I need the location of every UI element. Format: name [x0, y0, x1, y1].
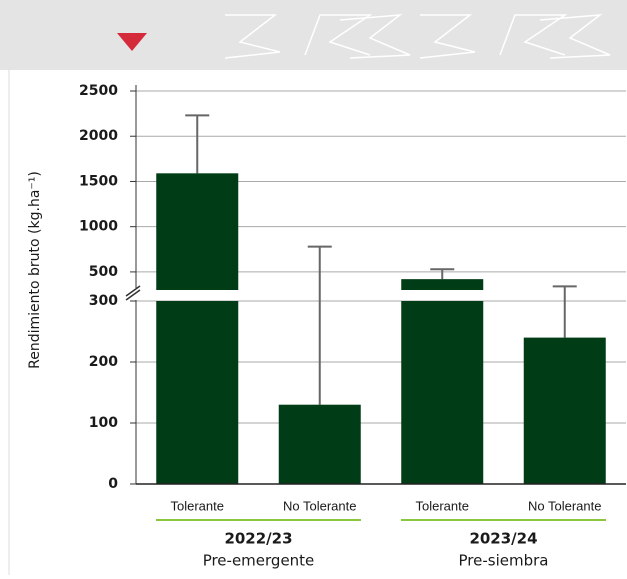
y-tick-label: 2000: [79, 128, 118, 144]
group-label: 2023/24: [469, 530, 537, 548]
y-tick-label: 100: [89, 415, 118, 431]
bar: [401, 301, 484, 484]
group-sublabel: Pre-emergente: [203, 552, 315, 570]
y-tick-label: 0: [108, 476, 118, 492]
bar-upper: [401, 279, 484, 290]
y-tick-label: 1000: [79, 219, 118, 235]
header-band: [0, 0, 627, 70]
x-tick-label: Tolerante: [171, 498, 224, 513]
y-tick-label: 1500: [79, 173, 118, 189]
axis-break: [125, 285, 141, 297]
x-tick-label: No Tolerante: [528, 498, 601, 513]
bar: [156, 301, 239, 484]
axis-break: [125, 289, 141, 301]
x-tick-label: No Tolerante: [283, 498, 356, 513]
y-tick-label: 300: [89, 293, 118, 309]
x-tick-label: Tolerante: [416, 498, 469, 513]
group-sublabel: Pre-siembra: [459, 552, 549, 570]
y-tick-label: 500: [89, 264, 118, 280]
red-marker: [117, 33, 147, 51]
bar: [523, 337, 606, 484]
header-decoration: [224, 14, 611, 59]
y-axis-label: Rendimiento bruto (kg.ha⁻¹): [27, 171, 43, 369]
bar-upper: [156, 173, 239, 290]
bar: [278, 404, 361, 484]
y-tick-label: 200: [89, 354, 118, 370]
y-tick-label: 2500: [79, 83, 118, 99]
group-label: 2022/23: [224, 530, 292, 548]
